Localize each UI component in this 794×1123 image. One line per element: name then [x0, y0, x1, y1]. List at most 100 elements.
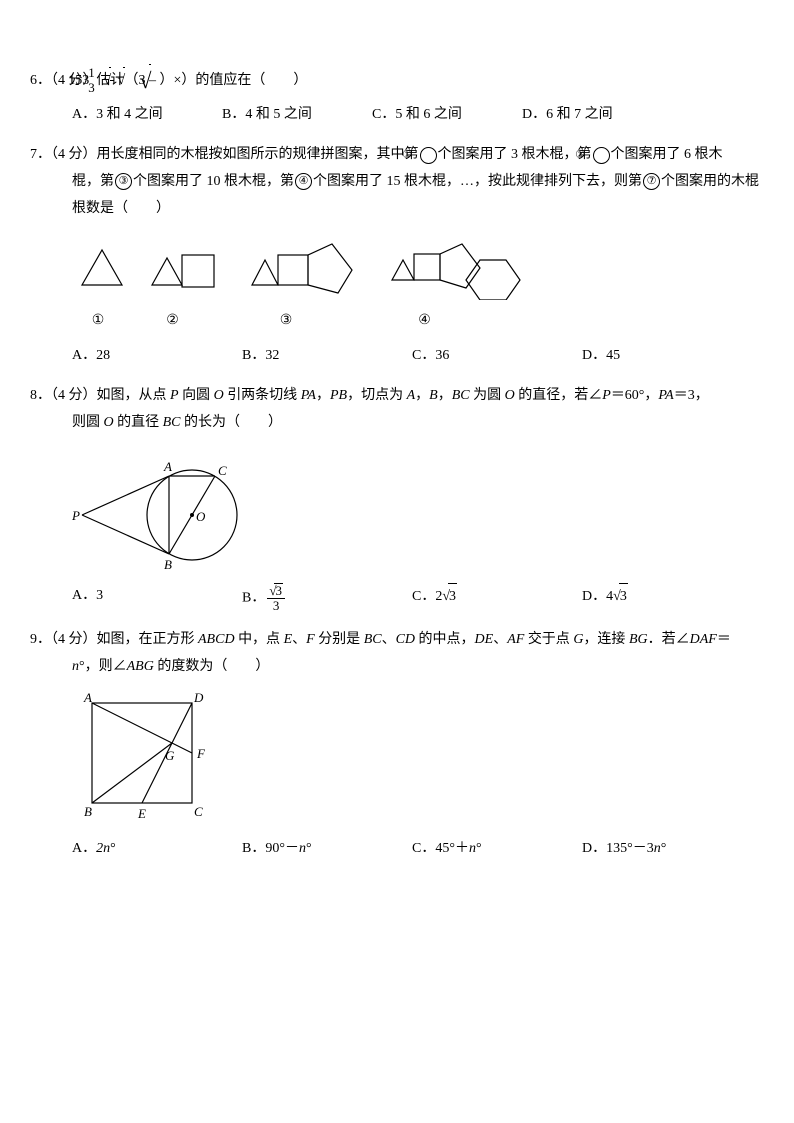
q6-option-a[interactable]: A．3 和 4 之间: [72, 102, 192, 129]
seg-pa: PA: [301, 388, 316, 403]
fig-g: G: [165, 748, 175, 763]
q9-square-svg: A D B C E F G: [72, 688, 222, 828]
q9-option-d[interactable]: D．135°－3n°: [582, 836, 722, 863]
pt-b: B: [429, 388, 438, 403]
q6-option-c[interactable]: C．5 和 6 之间: [372, 102, 492, 129]
var-o: O: [214, 388, 224, 403]
q6-number: 6．: [30, 73, 51, 88]
t: 交于点: [524, 632, 573, 647]
d: °: [476, 841, 482, 856]
var-o: O: [104, 415, 114, 430]
t: 则圆: [72, 415, 104, 430]
question-7: 7．（4 分）用长度相同的木棍按如图所示的规律拼图案，其中第①个图案用了 3 根…: [30, 142, 764, 369]
t: 为圆: [470, 388, 505, 403]
q9-option-b[interactable]: B．90°－n°: [242, 836, 382, 863]
q8-stem-line2: 则圆 O 的直径 BC 的长为（ ）: [30, 410, 764, 437]
fig-p: P: [72, 508, 80, 523]
n: n: [654, 841, 661, 856]
q8-points: （4 分）: [51, 388, 97, 403]
t: °，则∠: [79, 659, 127, 674]
q6-option-b[interactable]: B．4 和 5 之间: [222, 102, 342, 129]
q7-options: A．28 B．32 C．36 D．45: [30, 343, 764, 370]
seg-af: AF: [507, 632, 524, 647]
fig-e: E: [137, 806, 146, 821]
q8-option-d[interactable]: D．4√3: [582, 583, 722, 614]
q7-figures: [30, 230, 764, 300]
label-3: ③: [221, 308, 351, 335]
q6-option-d[interactable]: D．6 和 7 之间: [522, 102, 642, 129]
c: ，: [316, 388, 330, 403]
frac: √33: [267, 583, 285, 614]
question-9: 9．（4 分）如图，在正方形 ABCD 中，点 E、F 分别是 BC、CD 的中…: [30, 627, 764, 863]
d: °: [661, 841, 667, 856]
var-p: P: [170, 388, 179, 403]
t: ，切点为: [347, 388, 407, 403]
q9-option-a[interactable]: A．2n°: [72, 836, 212, 863]
seg-bg: BG: [629, 632, 648, 647]
t: 的直径: [114, 415, 163, 430]
q8-circle-svg: A C B P O: [72, 445, 272, 575]
q7-points: （4 分）: [51, 147, 97, 162]
q7-option-c[interactable]: C．36: [412, 343, 552, 370]
label-1: ①: [72, 308, 124, 335]
ang-p: P: [602, 388, 611, 403]
t: 引两条切线: [224, 388, 301, 403]
pre: C．: [412, 589, 435, 604]
q9-stem-line2: n°，则∠ABG 的度数为（ ）: [30, 654, 764, 681]
t: ＝60°，: [611, 388, 659, 403]
fig-c: C: [194, 804, 203, 819]
p: B．: [242, 841, 265, 856]
question-6: 6．（4 分）估计（3√15 – √3）×√13）的值应在（ ） A．3 和 4…: [30, 60, 764, 128]
seg-bc: BC: [452, 388, 470, 403]
n: n: [469, 841, 476, 856]
circled-3: ③: [115, 173, 132, 190]
q7-option-b[interactable]: B．32: [242, 343, 382, 370]
t6: 个图案用了 15 根木棍，…，按此规律排列下去，则第: [313, 174, 642, 189]
p: D．: [582, 841, 606, 856]
t: ，连接: [583, 632, 629, 647]
seg-bc: BC: [163, 415, 181, 430]
t: 的直径，若∠: [515, 388, 603, 403]
q8-stem: 8．（4 分）如图，从点 P 向圆 O 引两条切线 PA，PB，切点为 A，B，…: [30, 383, 764, 410]
q8-option-b[interactable]: B．√33: [242, 583, 382, 614]
q6-options: A．3 和 4 之间 B．4 和 5 之间 C．5 和 6 之间 D．6 和 7…: [30, 102, 764, 129]
t: 中，点: [235, 632, 284, 647]
label-4: ④: [355, 308, 495, 335]
t5: 个图案用了 10 根木棍，第: [133, 174, 294, 189]
t: 的度数为（ ）: [154, 659, 270, 674]
q7-option-a[interactable]: A．28: [72, 343, 212, 370]
t2: 个图案用了 3 根木棍，第: [438, 147, 592, 162]
q8-option-a[interactable]: A．3: [72, 583, 212, 614]
pt-f: F: [306, 632, 315, 647]
q7-pattern-svg: [72, 230, 532, 300]
c: ，: [415, 388, 429, 403]
question-8: 8．（4 分）如图，从点 P 向圆 O 引两条切线 PA，PB，切点为 A，B，…: [30, 383, 764, 613]
t: 、: [382, 632, 396, 647]
t4: 棍，第: [72, 174, 114, 189]
d: °: [110, 841, 116, 856]
denominator: 3: [110, 81, 114, 95]
frac-1-3: 13: [110, 66, 114, 96]
q9-option-c[interactable]: C．45°＋n°: [412, 836, 552, 863]
sq: ABCD: [198, 632, 235, 647]
q6-text-b: ）的值应在（ ）: [181, 73, 307, 88]
q7-stem-line2: 棍，第③个图案用了 10 根木棍，第④个图案用了 15 根木棍，…，按此规律排列…: [30, 169, 764, 196]
ang-abg: ABG: [127, 659, 154, 674]
radicand: 3: [123, 67, 125, 95]
t: ．若∠: [648, 632, 690, 647]
q7-option-d[interactable]: D．45: [582, 343, 722, 370]
v: 45°＋: [435, 841, 469, 856]
var-o: O: [505, 388, 515, 403]
v: 2n: [96, 841, 110, 856]
q9-number: 9．: [30, 632, 51, 647]
q9-points: （4 分）: [51, 632, 97, 647]
t: 如图，在正方形: [97, 632, 199, 647]
p: A．: [72, 841, 96, 856]
t: 、: [292, 632, 306, 647]
v: 90°－: [265, 841, 299, 856]
t: 、: [493, 632, 507, 647]
pre: D．: [582, 589, 606, 604]
q8-option-c[interactable]: C．2√3: [412, 583, 552, 614]
q9-options: A．2n° B．90°－n° C．45°＋n° D．135°－3n°: [30, 836, 764, 863]
q8-figure: A C B P O: [30, 445, 764, 575]
